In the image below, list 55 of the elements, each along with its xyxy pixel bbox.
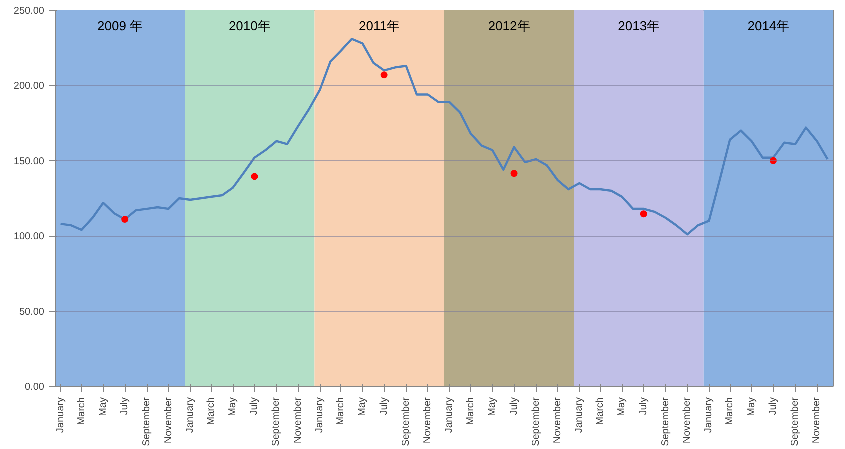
point (510, 170, 518, 178)
band-label: 2010年 (228, 18, 271, 34)
x-tick-label: July (768, 397, 779, 416)
point (122, 216, 129, 224)
x-tick-label: January (314, 398, 326, 434)
y-tick-label: 100.00 (14, 232, 45, 243)
x-tick-label: January (55, 398, 66, 434)
x-tick-label: March (206, 397, 217, 426)
x-tick-label: May (746, 397, 758, 416)
x-tick-label: July (120, 397, 131, 416)
x-tick-label: September (660, 396, 672, 446)
x-tick-label: March (76, 397, 88, 426)
x-tick-label: January (444, 398, 456, 434)
x-tick-label: March (595, 397, 606, 426)
x-tick-label: May (98, 397, 109, 416)
x-tick-label: November (812, 396, 823, 444)
point (770, 157, 777, 164)
x-tick-label: November (292, 396, 304, 444)
band-label: 2014年 (748, 18, 790, 34)
x-tick-label: January (184, 398, 196, 434)
x-tick-label: November (682, 396, 694, 444)
y-tick-label: 200.00 (14, 81, 45, 92)
line-series (60, 38, 829, 236)
x-tick-label: May (228, 397, 239, 416)
x-tick-label: July (249, 397, 260, 416)
x-tick-label: November (552, 396, 564, 444)
x-tick-label: July (508, 397, 520, 416)
y-tick-label: 250.00 (14, 6, 45, 17)
band-label: 2013年 (618, 18, 660, 34)
x-tick-label: November (163, 396, 174, 444)
x-tick-label: May (616, 397, 628, 416)
x-tick-label: May (357, 397, 368, 416)
y-tick-label: 150.00 (14, 156, 45, 168)
x-tick-label: May (487, 397, 498, 416)
x-tick-label: November (422, 396, 434, 444)
band-label: 2009 年 (98, 18, 144, 34)
x-tick-label: September (400, 396, 412, 446)
point (380, 72, 388, 79)
x-tick-label: July (378, 397, 390, 416)
x-tick-label: March (335, 397, 346, 426)
x-tick-label: September (530, 396, 542, 446)
x-tick-label: September (790, 396, 802, 446)
x-tick-label: January (704, 398, 715, 434)
y-tick-label: 50.00 (19, 306, 45, 318)
x-tick-label: January (574, 398, 586, 434)
point (640, 210, 648, 218)
band-label: 2011年 (359, 18, 400, 34)
x-tick-label: September (142, 396, 153, 446)
x-tick-label: September (271, 396, 282, 446)
x-tick-label: July (638, 397, 650, 416)
band-label: 2012年 (488, 18, 530, 34)
x-tick-label: March (724, 397, 736, 426)
y-tick-label: 0.00 (25, 382, 45, 393)
x-tick-label: March (465, 397, 476, 426)
point (251, 173, 258, 180)
